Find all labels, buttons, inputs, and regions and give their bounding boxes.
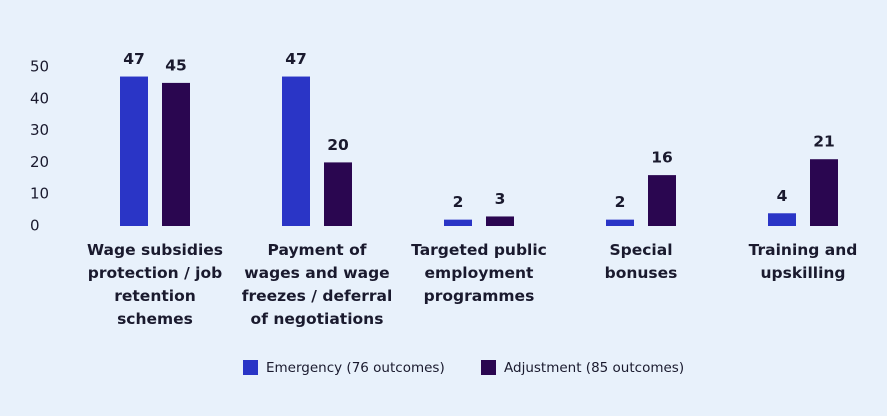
value-label: 47: [285, 50, 307, 68]
bar: [162, 82, 190, 227]
value-label: 2: [453, 193, 464, 211]
y-tick-label: 20: [30, 153, 49, 171]
bar: [768, 213, 796, 226]
y-tick-label: 40: [30, 89, 49, 107]
bar: [282, 76, 310, 226]
value-label: 21: [813, 133, 835, 151]
bar: [486, 216, 514, 226]
x-tick-label: Training and upskilling: [749, 241, 858, 282]
value-label: 45: [165, 56, 187, 74]
legend-swatch: [243, 360, 258, 375]
bar: [810, 159, 838, 226]
legend-swatch: [481, 360, 496, 375]
x-tick-label: Payment of wages and wage freezes / deferr…: [242, 241, 393, 328]
x-tick-label: Special bonuses: [605, 241, 678, 282]
bar: [648, 175, 676, 226]
value-label: 4: [777, 187, 788, 205]
legend-label: Adjustment (85 outcomes): [504, 360, 684, 376]
bar: [444, 219, 472, 226]
value-label: 2: [615, 193, 626, 211]
value-label: 47: [123, 50, 145, 68]
bar: [120, 76, 148, 226]
x-tick-label: Wage subsidies protection / job retention s…: [87, 241, 223, 328]
value-label: 3: [495, 190, 506, 208]
x-tick-label: Targeted public employment programmes: [411, 241, 547, 305]
y-tick-label: 30: [30, 121, 49, 139]
y-tick-label: 0: [30, 217, 40, 235]
bar: [606, 219, 634, 226]
y-tick-label: 50: [30, 58, 49, 76]
bar: [324, 162, 352, 226]
legend-label: Emergency (76 outcomes): [266, 360, 445, 376]
value-label: 16: [651, 149, 673, 167]
y-tick-label: 10: [30, 185, 49, 203]
value-label: 20: [327, 136, 349, 154]
